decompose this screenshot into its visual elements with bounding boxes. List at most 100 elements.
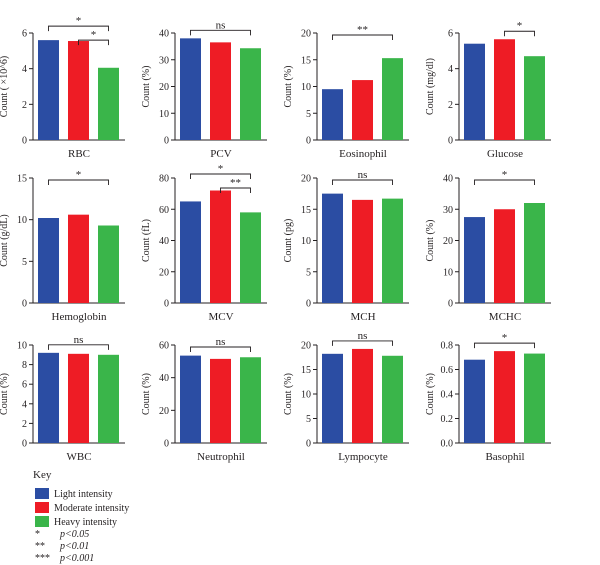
y-tick-label: 15: [301, 55, 311, 66]
y-tick-label: 0: [164, 299, 169, 310]
x-axis-label: Hemoglobin: [52, 311, 107, 323]
significance-label: ns: [216, 336, 226, 348]
y-tick-label: 60: [159, 341, 169, 352]
y-tick-label: 6: [22, 380, 27, 391]
key-legend: Key Light intensity Moderate intensity H…: [33, 469, 129, 564]
y-tick-label: 6: [448, 29, 453, 40]
bar-heavy: [382, 355, 403, 443]
significance-bracket: [190, 29, 251, 36]
x-axis-label: MCV: [208, 311, 233, 323]
y-axis-label: Count (%): [141, 66, 152, 108]
y-axis-label: Count (mg/dl): [425, 58, 436, 115]
key-swatch-light: [35, 488, 49, 499]
bar-moderate: [68, 41, 89, 140]
y-tick-label: 0: [22, 136, 27, 147]
panel-glucose: 0 2 4 6 * Glucose Count (mg/dl): [425, 20, 551, 160]
y-tick-label: 0.4: [441, 390, 454, 401]
x-axis-label: Glucose: [487, 148, 523, 160]
significance-label: ns: [358, 169, 368, 181]
bar-heavy: [98, 67, 119, 140]
panel-neutrophil: 0 20 40 60 ns Neutrophil Count (%): [141, 336, 267, 463]
y-tick-label: 0.8: [441, 341, 454, 352]
y-tick-label: 5: [306, 414, 311, 425]
y-axis-label: Count (pg): [283, 219, 294, 263]
y-axis-label: Count (%): [283, 373, 294, 415]
y-tick-label: 0: [448, 299, 453, 310]
bar-light: [180, 38, 201, 140]
bar-heavy: [98, 225, 119, 303]
x-axis-label: MCHC: [489, 311, 521, 323]
bar-light: [38, 352, 59, 443]
x-axis-label: Eosinophil: [339, 148, 387, 160]
y-tick-label: 10: [301, 82, 311, 93]
key-swatch-moderate: [35, 502, 49, 513]
y-tick-label: 40: [159, 29, 169, 40]
bar-heavy: [240, 357, 261, 443]
y-tick-label: 0: [22, 299, 27, 310]
y-tick-label: 20: [301, 29, 311, 40]
y-tick-label: 10: [443, 267, 453, 278]
significance-bracket: [332, 34, 393, 40]
key-sig-symbol-2: **: [35, 541, 45, 552]
bar-moderate: [352, 199, 373, 303]
bar-moderate: [494, 351, 515, 443]
bar-light: [322, 89, 343, 140]
y-tick-label: 20: [159, 267, 169, 278]
y-axis-label: Count (g/dL): [0, 214, 10, 267]
significance-bracket: [78, 39, 109, 46]
significance-label: *: [502, 332, 508, 344]
y-tick-label: 0.6: [441, 365, 454, 376]
panel-pcv: 0 10 20 30 40 ns PCV Count (%): [141, 19, 267, 160]
bar-heavy: [98, 354, 119, 443]
bar-heavy: [382, 198, 403, 303]
significance-label: **: [357, 24, 368, 36]
significance-bracket: [48, 179, 109, 185]
y-tick-label: 40: [159, 236, 169, 247]
y-tick-label: 15: [301, 365, 311, 376]
bar-moderate: [210, 42, 231, 140]
bar-moderate: [494, 39, 515, 140]
significance-label: *: [218, 163, 224, 175]
key-label-moderate: Moderate intensity: [54, 503, 129, 514]
bar-light: [38, 218, 59, 303]
bar-moderate: [352, 348, 373, 443]
significance-label: **: [230, 177, 241, 189]
y-axis-label: Count (%): [283, 66, 294, 108]
y-axis-label: Count (%): [141, 373, 152, 415]
panel-basophil: 0.0 0.2 0.4 0.6 0.8 * Basophil Count (%): [425, 332, 551, 463]
y-tick-label: 2: [448, 100, 453, 111]
key-sig-text-3: p<0.001: [59, 553, 94, 564]
significance-label: ns: [358, 330, 368, 342]
panel-lympocyte: 0 5 10 15 20 ns Lympocyte Count (%): [283, 330, 409, 463]
bar-moderate: [494, 209, 515, 303]
bar-light: [464, 217, 485, 303]
y-tick-label: 80: [159, 174, 169, 185]
key-swatch-heavy: [35, 516, 49, 527]
y-tick-label: 0.0: [441, 439, 454, 450]
significance-label: ns: [216, 19, 226, 31]
y-tick-label: 15: [17, 174, 27, 185]
significance-bracket: [474, 179, 535, 185]
y-tick-label: 2: [22, 419, 27, 430]
bar-heavy: [240, 212, 261, 303]
panel-mch: 0 5 10 15 20 ns MCH Count (pg): [283, 169, 409, 323]
x-axis-label: Neutrophil: [197, 451, 245, 463]
y-tick-label: 0: [306, 439, 311, 450]
y-axis-label: Count (fL): [141, 219, 152, 262]
panel-hemoglobin: 0 5 10 15 * Hemoglobin Count (g/dL): [0, 169, 125, 323]
significance-label: *: [91, 29, 97, 41]
significance-label: *: [76, 15, 82, 27]
key-title: Key: [33, 469, 52, 481]
x-axis-label: RBC: [68, 148, 90, 160]
y-tick-label: 60: [159, 205, 169, 216]
y-axis-label: Count (%): [425, 220, 436, 262]
bar-moderate: [210, 190, 231, 303]
y-tick-label: 2: [22, 100, 27, 111]
y-tick-label: 15: [301, 205, 311, 216]
significance-label: ns: [74, 334, 84, 346]
y-tick-label: 0: [306, 136, 311, 147]
y-tick-label: 0: [448, 136, 453, 147]
bar-light: [180, 201, 201, 303]
y-tick-label: 4: [448, 64, 453, 75]
